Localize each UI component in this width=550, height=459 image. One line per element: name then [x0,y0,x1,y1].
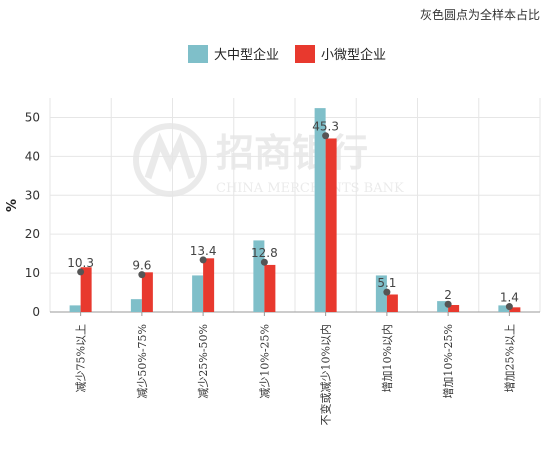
overall-dot-label: 13.4 [190,244,217,258]
bar-small-enterprise [141,272,153,312]
x-tick-label: 减少50%-75% [136,324,149,399]
bar-large-enterprise [314,108,326,312]
y-tick-label: 0 [32,305,40,319]
x-tick-label: 减少10%-25% [258,324,271,399]
y-tick-label: 30 [25,188,40,202]
overall-dot [322,132,330,140]
legend: 大中型企业 小微型企业 [188,44,386,63]
overall-dot [383,288,391,296]
legend-label-small: 小微型企业 [321,48,387,63]
bar-large-enterprise [192,275,204,312]
legend-label-large: 大中型企业 [214,48,280,63]
overall-dot [138,271,146,279]
y-tick-label: 40 [25,149,40,163]
bar-large-enterprise [253,240,265,312]
bar-small-enterprise [325,138,337,312]
overall-dot-label: 12.8 [251,246,278,260]
x-tick-label: 减少75%以上 [75,324,88,392]
legend-swatch-large [188,44,208,63]
bar-large-enterprise [130,299,142,312]
x-tick-label: 不变或减少10%以内 [319,324,333,425]
bar-large-enterprise [375,275,387,312]
x-tick-label: 增加10%以内 [380,324,394,392]
overall-dot [505,303,513,311]
overall-dot [77,268,85,276]
overall-dot-label: 1.4 [500,291,519,305]
overall-dot-label: 5.1 [377,276,396,290]
bar-large-enterprise [437,301,449,312]
bar-small-enterprise [203,258,215,312]
bar-small-enterprise [80,267,92,312]
bar-large-enterprise [69,305,81,312]
overall-dot [199,256,207,264]
bar-small-enterprise [264,264,276,312]
x-tick-label: 增加10%-25% [441,324,455,399]
overall-dot [444,300,452,308]
bar-small-enterprise [386,294,398,312]
overall-dot [260,258,268,266]
legend-item-small: 小微型企业 [295,44,386,63]
legend-item-large: 大中型企业 [188,44,279,63]
bar-small-enterprise [509,307,521,312]
x-tick-label: 增加25%以上 [502,324,516,392]
x-tick-label: 减少25%-50% [197,324,210,399]
overall-dot-label: 10.3 [67,256,94,270]
y-tick-label: 10 [25,266,40,280]
y-tick-label: 20 [25,227,40,241]
bar-small-enterprise [448,304,460,312]
y-tick-label: 50 [25,110,40,124]
bar-large-enterprise [498,305,510,312]
overall-dot-label: 45.3 [312,120,339,134]
chart-note: 灰色圆点为全样本占比 [419,8,540,22]
legend-swatch-small [295,44,316,63]
overall-dot-label: 2 [444,288,452,302]
overall-dot-label: 9.6 [132,259,151,273]
